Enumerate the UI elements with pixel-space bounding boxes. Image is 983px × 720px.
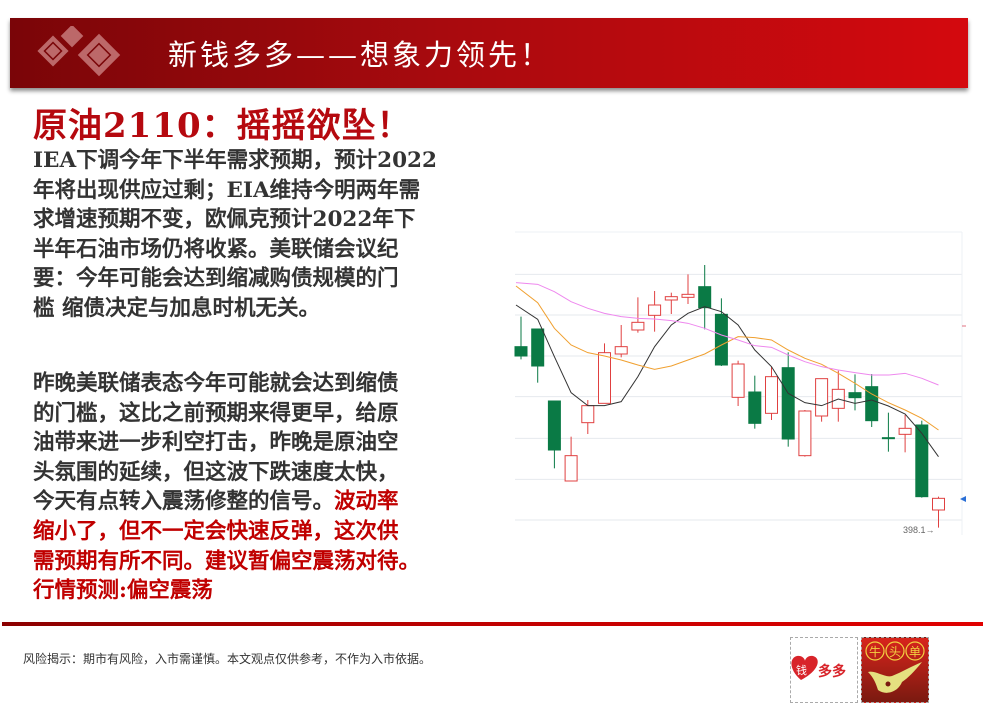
- text-line: 需预期有所不同。建议暂偏空震荡对待。: [33, 547, 513, 577]
- candle-body: [614, 346, 628, 355]
- decorative-knot-pattern-icon: [37, 26, 121, 77]
- text-segment: 昨晚美联储表态今年可能就会达到缩债: [33, 371, 399, 396]
- candlestick-chart: 398.1→: [514, 231, 966, 535]
- svg-text:钱: 钱: [796, 663, 807, 677]
- highlight-segment: 缩小了，但不一定会快速反弹，这次供: [33, 518, 399, 544]
- candle-body: [898, 427, 912, 435]
- paragraph-analysis: 昨晚美联储表态今年可能就会达到缩债 的门槛，这比之前预期来得更早，给原 油带来进…: [33, 369, 513, 606]
- text-segment: 的门槛，这比之前预期来得更早，给原: [33, 400, 399, 426]
- candle-body: [915, 424, 929, 498]
- brand-logos: 钱 多多 牛头单: [790, 637, 930, 703]
- moving-average-line: [515, 285, 939, 431]
- text-segment: 油带来进一步利空打击，昨晚是原油空: [33, 430, 399, 456]
- candle-body: [881, 437, 895, 440]
- candle-body: [531, 328, 545, 367]
- candle-body: [664, 296, 678, 301]
- candle-body: [564, 455, 578, 482]
- text-line: 年将出现供应过剩；EIA维持今明两年需: [33, 177, 421, 203]
- page-title: 原油2110：摇摇欲坠！: [33, 106, 412, 146]
- candle-body: [731, 363, 745, 398]
- highlight-segment: 需预期有所不同。建议暂偏空震荡对待。: [33, 548, 421, 574]
- text-line: 油带来进一步利空打击，昨晚是原油空: [33, 428, 513, 458]
- text-line: 头氛围的延续，但这波下跌速度太快，: [33, 458, 513, 488]
- candle-body: [781, 367, 795, 440]
- candle-body: [698, 286, 712, 309]
- candle-body: [932, 497, 945, 511]
- text-segment: 头氛围的延续，但这波下跌速度太快，: [33, 459, 399, 485]
- low-price-label: 398.1→: [903, 525, 935, 535]
- header-banner: 新钱多多——想象力领先！: [10, 18, 968, 88]
- logo-niutoudan: 牛头单: [861, 637, 929, 703]
- paragraph-news: IEA下调今年下半年需求预期，预计2022 年将出现供应过剩；EIA维持今明两年…: [33, 146, 513, 324]
- text-line: 求增速预期不变，欧佩克预计2022年下: [33, 207, 416, 233]
- risk-notice: 风险揭示：期市有风险，入市需谨慎。本文观点仅供参考，不作为入市依据。: [23, 652, 432, 666]
- current-price-arrow-icon: [960, 496, 966, 502]
- svg-text:多多: 多多: [818, 663, 846, 680]
- text-line: IEA下调今年下半年需求预期，预计2022: [33, 148, 437, 173]
- candle-body: [765, 376, 778, 414]
- forecast-text: 行情预测:偏空震荡: [33, 578, 213, 604]
- footer-divider: [2, 622, 983, 626]
- candle-body: [547, 400, 561, 451]
- text-line: 的门槛，这比之前预期来得更早，给原: [33, 399, 513, 429]
- text-line: 槛 缩债决定与加息时机无关。: [33, 295, 320, 321]
- logo-qianduoduo: 钱 多多: [790, 637, 858, 703]
- candle-body: [581, 405, 595, 424]
- text-line: 缩小了，但不一定会快速反弹，这次供: [33, 517, 513, 547]
- candle-body: [648, 304, 662, 316]
- candle-body: [815, 378, 829, 417]
- candle-body: [714, 313, 728, 366]
- candle-body: [514, 346, 528, 357]
- candle-body: [798, 410, 812, 457]
- text-line: 半年石油市场仍将收紧。美联储会议纪: [33, 236, 399, 262]
- bull-head-logo-icon: 牛头单: [865, 641, 928, 693]
- moving-average-line: [515, 304, 939, 457]
- text-line: 昨晚美联储表态今年可能就会达到缩债: [33, 369, 513, 399]
- candle-body: [631, 321, 645, 331]
- moving-average-line: [515, 282, 939, 386]
- text-segment: 今天有点转入震荡修整的信号。: [33, 489, 335, 515]
- highlight-segment: 波动率: [334, 489, 399, 515]
- candle-body: [681, 293, 695, 298]
- candle-body: [848, 392, 862, 399]
- candle-body: [748, 391, 762, 424]
- banner-title: 新钱多多——想象力领先！: [168, 38, 553, 72]
- candle-body: [598, 352, 611, 404]
- text-line: 今天有点转入震荡修整的信号。波动率: [33, 487, 513, 517]
- text-line: 要：今年可能会达到缩减购债规模的门: [33, 266, 399, 292]
- text-line: 行情预测:偏空震荡: [33, 576, 513, 606]
- logo2-text: 牛头单: [869, 644, 928, 659]
- heart-logo-icon: 钱 多多: [791, 655, 846, 680]
